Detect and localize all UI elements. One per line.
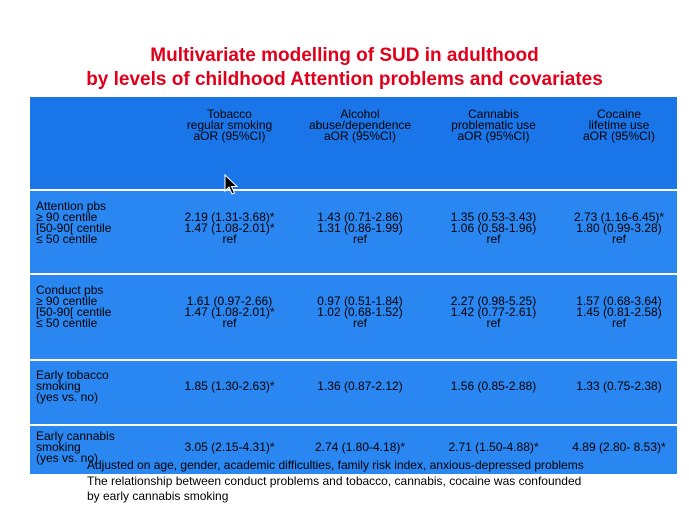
header-empty-cell [30, 97, 165, 190]
cell-value: 1.33 (0.75-2.38) [576, 379, 662, 393]
cell-value: 2.73 (1.16-6.45)* [573, 210, 665, 224]
header-cannabis: Cannabis problematic use aOR (95%CI) [426, 97, 561, 190]
cell-value: 1.31 (0.86-1.99) [317, 221, 403, 235]
header-line: regular smoking [186, 118, 273, 132]
header-alcohol: Alcohol abuse/dependence aOR (95%CI) [294, 97, 426, 190]
cell-value: ref [486, 316, 501, 330]
slide-title: Multivariate modelling of SUD in adultho… [0, 44, 689, 92]
header-line: aOR (95%CI) [457, 129, 530, 143]
row-label-line: (yes vs. no) [36, 390, 99, 404]
header-line: aOR (95%CI) [193, 129, 266, 143]
cell-attention-tobacco: 2.19 (1.31-3.68)* 1.47 (1.08-2.01)* ref [165, 189, 294, 274]
cell-value: 1.61 (0.97-2.66) [186, 294, 273, 308]
cell-value: 1.57 (0.68-3.64) [576, 294, 662, 308]
header-line: lifetime use [588, 118, 650, 132]
cell-value: 1.45 (0.81-2.58) [576, 305, 662, 319]
cell-value: 2.27 (0.98-5.25) [450, 294, 537, 308]
row-label-line: Conduct pbs [36, 283, 104, 297]
cell-attention-alcohol: 1.43 (0.71-2.86) 1.31 (0.86-1.99) ref [294, 189, 426, 274]
footnotes: Adjusted on age, gender, academic diffic… [87, 458, 584, 505]
row-label-line: Early cannabis [36, 429, 115, 443]
footnote-line-2: The relationship between conduct problem… [87, 473, 582, 488]
table-header-row: Tobacco regular smoking aOR (95%CI) Alco… [30, 97, 677, 190]
cell-value: 2.71 (1.50-4.88)* [448, 440, 539, 454]
cell-value: 1.35 (0.53-3.43) [450, 210, 537, 224]
cell-early-cannabis-alcohol: 2.74 (1.80-4.18)* [294, 424, 426, 474]
cell-value: 1.47 (1.08-2.01)* [184, 305, 275, 319]
cell-attention-cannabis: 1.35 (0.53-3.43) 1.06 (0.58-1.96) ref [426, 189, 561, 274]
cell-value: ref [486, 232, 501, 246]
row-label-line: [50-90[ centile [36, 221, 112, 235]
footnote-line-3: by early cannabis smoking [87, 489, 229, 503]
header-line: problematic use [451, 118, 536, 132]
row-label-line: [50-90[ centile [36, 305, 112, 319]
cell-early-tobacco-cannabis: 1.56 (0.85-2.88) [426, 359, 561, 425]
header-line: aOR (95%CI) [323, 129, 397, 143]
table-row-conduct: Conduct pbs ≥ 90 centile [50-90[ centile… [30, 273, 677, 360]
cell-value: 1.43 (0.71-2.86) [317, 210, 403, 224]
cell-value: 1.80 (0.99-3.28) [576, 221, 662, 235]
cell-conduct-cannabis: 2.27 (0.98-5.25) 1.42 (0.77-2.61) ref [426, 273, 561, 360]
cell-value: 4.89 (2.80- 8.53)* [572, 440, 666, 454]
table-row-early-tobacco: Early tobacco smoking (yes vs. no) 1.85 … [30, 359, 677, 425]
row-label-conduct: Conduct pbs ≥ 90 centile [50-90[ centile… [30, 273, 165, 360]
cell-value: 1.85 (1.30-2.63)* [184, 379, 275, 393]
row-label-line: ≤ 50 centile [36, 232, 98, 246]
table-row-early-cannabis: Early cannabis smoking (yes vs. no) 3.05… [30, 424, 677, 474]
cell-value: 3.05 (2.15-4.31)* [184, 440, 275, 454]
header-line: abuse/dependence [308, 118, 412, 132]
row-label-line: ≥ 90 centile [36, 294, 98, 308]
footnote-line-1: Adjusted on age, gender, academic diffic… [87, 458, 584, 472]
row-label-line: ≤ 50 centile [36, 316, 98, 330]
cell-attention-cocaine: 2.73 (1.16-6.45)* 1.80 (0.99-3.28) ref [561, 189, 677, 274]
row-label-line: ≥ 90 centile [36, 210, 98, 224]
row-label-early-cannabis: Early cannabis smoking (yes vs. no) [30, 424, 165, 474]
row-label-line: (yes vs. no) [36, 451, 99, 465]
row-label-line: smoking [36, 379, 81, 393]
cell-value: ref [352, 316, 367, 330]
cell-conduct-alcohol: 0.97 (0.51-1.84) 1.02 (0.68-1.52) ref [294, 273, 426, 360]
cell-value: ref [611, 316, 626, 330]
cell-value: 2.74 (1.80-4.18)* [314, 440, 406, 454]
slide-title-line-1: Multivariate modelling of SUD in adultho… [150, 45, 539, 66]
cell-value: 1.47 (1.08-2.01)* [184, 221, 275, 235]
row-label-early-tobacco: Early tobacco smoking (yes vs. no) [30, 359, 165, 425]
row-label-line: Early tobacco [36, 368, 109, 382]
cell-value: ref [222, 232, 237, 246]
header-line: Cocaine [596, 107, 642, 121]
cell-early-tobacco-cocaine: 1.33 (0.75-2.38) [561, 359, 677, 425]
header-line: Alcohol [340, 107, 380, 121]
cell-value: 2.19 (1.31-3.68)* [184, 210, 275, 224]
cell-value: ref [611, 232, 626, 246]
header-tobacco: Tobacco regular smoking aOR (95%CI) [165, 97, 294, 190]
cell-value: ref [222, 316, 237, 330]
results-table: Tobacco regular smoking aOR (95%CI) Alco… [30, 97, 677, 474]
slide-title-line-2: by levels of childhood Attention problem… [86, 69, 603, 90]
cell-value: 1.56 (0.85-2.88) [450, 379, 537, 393]
cell-conduct-tobacco: 1.61 (0.97-2.66) 1.47 (1.08-2.01)* ref [165, 273, 294, 360]
header-line: aOR (95%CI) [582, 129, 656, 143]
header-line: Tobacco [207, 107, 252, 121]
cell-value: 0.97 (0.51-1.84) [317, 294, 403, 308]
row-label-line: Attention pbs [36, 199, 107, 213]
cell-value: 1.02 (0.68-1.52) [317, 305, 403, 319]
cell-early-cannabis-tobacco: 3.05 (2.15-4.31)* [165, 424, 294, 474]
row-label-line: smoking [36, 440, 81, 454]
mouse-pointer-icon [224, 174, 238, 195]
cell-value: 1.36 (0.87-2.12) [317, 379, 403, 393]
cell-value: 1.42 (0.77-2.61) [450, 305, 537, 319]
cell-early-cannabis-cocaine: 4.89 (2.80- 8.53)* [561, 424, 677, 474]
table-row-attention: Attention pbs ≥ 90 centile [50-90[ centi… [30, 189, 677, 274]
row-label-attention: Attention pbs ≥ 90 centile [50-90[ centi… [30, 189, 165, 274]
cell-value: 1.06 (0.58-1.96) [450, 221, 537, 235]
cell-early-tobacco-alcohol: 1.36 (0.87-2.12) [294, 359, 426, 425]
cell-early-cannabis-cannabis: 2.71 (1.50-4.88)* [426, 424, 561, 474]
header-line: Cannabis [468, 107, 519, 121]
cell-early-tobacco-tobacco: 1.85 (1.30-2.63)* [165, 359, 294, 425]
cell-value: ref [352, 232, 367, 246]
cell-conduct-cocaine: 1.57 (0.68-3.64) 1.45 (0.81-2.58) ref [561, 273, 677, 360]
header-cocaine: Cocaine lifetime use aOR (95%CI) [561, 97, 677, 190]
